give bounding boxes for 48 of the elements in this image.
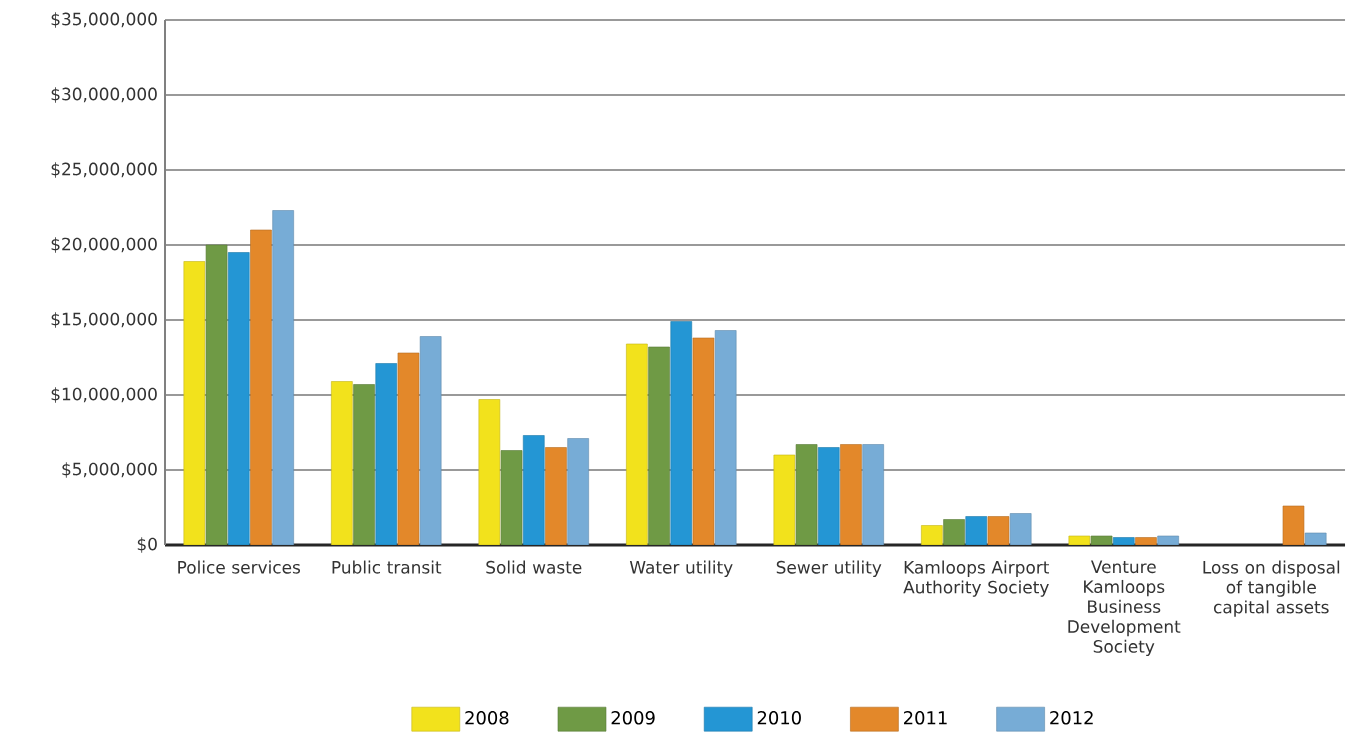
bar [817,447,840,545]
x-tick-label: Venture Kamloops Business Development Society [1068,560,1181,657]
legend-label: 2010 [757,711,801,725]
y-tick-label: $35,000,000 [51,12,157,28]
x-tick-label: Police services [178,560,301,574]
x-tick-label: Water utility [629,560,733,577]
bar [522,435,545,545]
y-tick-label: $15,000,000 [51,312,157,328]
bar [375,363,398,545]
y-tick-label: $5,000,000 [62,462,157,478]
bar [626,343,648,545]
x-tick-label: Public transit [332,560,442,574]
bar [648,346,670,545]
y-tick-label: $0 [137,537,157,553]
x-tick-label: Loss on disposal of tangible capital assets [1203,560,1340,617]
bar [1009,513,1032,545]
bar [183,261,206,545]
x-tick-label: Sewer utility [776,560,882,577]
y-tick-label: $20,000,000 [51,237,157,253]
bar [714,330,737,545]
bar [692,337,715,545]
legend-label: 2012 [1050,711,1093,725]
bar [227,252,250,545]
bar [862,444,884,545]
bar [840,444,862,545]
bar [397,352,420,545]
y-tick-label: $25,000,000 [51,162,157,178]
bar [419,336,442,545]
x-tick-label: Solid waste [486,560,582,574]
bar [205,244,228,545]
bar [331,381,353,545]
bar [1157,535,1179,545]
legend-label: 2008 [465,711,509,725]
y-tick-label: $10,000,000 [51,387,157,403]
y-tick-label: $30,000,000 [51,87,157,103]
bar [545,447,567,545]
bar [250,229,272,545]
bar [272,210,294,545]
x-tick-label: Kamloops Airport Authority Society [903,560,1050,597]
bar [943,519,965,545]
bar [478,399,501,545]
bar [965,516,988,545]
bar [567,438,589,545]
bar [670,321,693,545]
bar [1304,532,1327,545]
legend-label: 2011 [904,711,947,725]
bar [353,384,375,545]
legend-label: 2009 [611,711,655,725]
